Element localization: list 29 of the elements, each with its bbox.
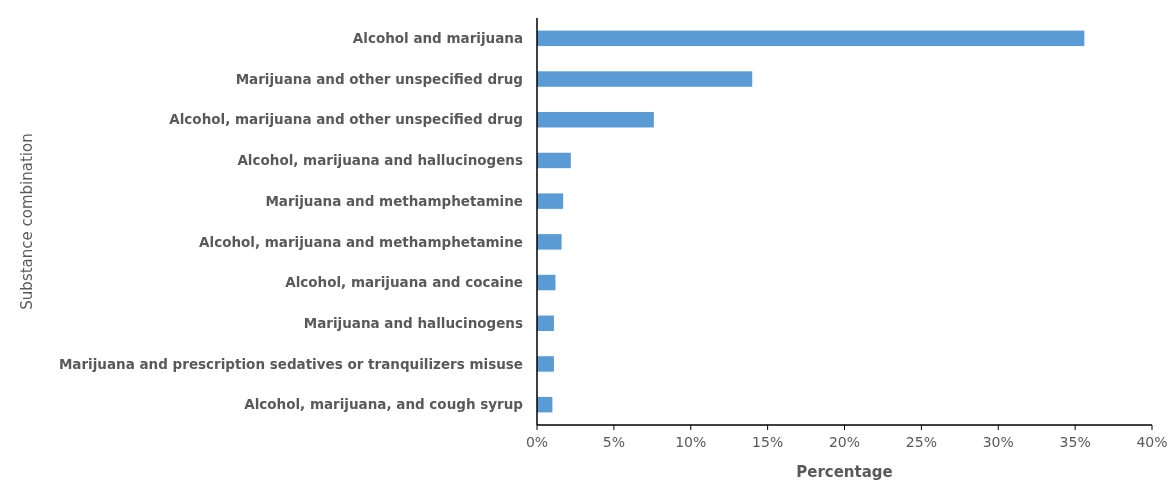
y-tick-label: Alcohol, marijuana and methamphetamine xyxy=(199,233,523,250)
y-tick-label: Alcohol, marijuana and hallucinogens xyxy=(237,152,523,169)
x-tick-label: 40% xyxy=(1136,434,1168,450)
bar xyxy=(537,356,554,372)
y-tick-label: Alcohol, marijuana and cocaine xyxy=(285,274,523,291)
x-tick-label: 25% xyxy=(905,434,937,450)
bar xyxy=(537,30,1085,47)
x-tick-label: 0% xyxy=(525,434,549,450)
y-axis-title: Substance combination xyxy=(18,133,36,310)
x-tick-label: 20% xyxy=(828,434,861,450)
x-tick-label: 5% xyxy=(602,434,625,450)
y-tick-label: Marijuana and hallucinogens xyxy=(303,314,523,331)
bar xyxy=(537,152,571,169)
y-tick-label: Alcohol and marijuana xyxy=(352,30,523,47)
bar xyxy=(537,193,564,209)
y-tick-label: Marijuana and prescription sedatives or tranquilizers misuse xyxy=(58,355,523,372)
y-tick-label: Alcohol, marijuana and other unspecified drug xyxy=(169,111,523,128)
y-tick-label: Marijuana and other unspecified drug xyxy=(235,70,523,87)
bar xyxy=(537,234,562,250)
y-tick-label: Marijuana and methamphetamine xyxy=(265,192,523,209)
y-tick-label: Alcohol, marijuana, and cough syrup xyxy=(244,396,524,413)
bar xyxy=(537,315,554,331)
x-tick-label: 35% xyxy=(1059,434,1091,450)
x-tick-label: 15% xyxy=(752,434,784,450)
x-axis-title: Percentage xyxy=(796,463,893,481)
bar xyxy=(537,112,654,128)
x-tick-label: 30% xyxy=(982,434,1014,450)
bar xyxy=(537,71,753,87)
x-tick-label: 10% xyxy=(675,434,707,450)
